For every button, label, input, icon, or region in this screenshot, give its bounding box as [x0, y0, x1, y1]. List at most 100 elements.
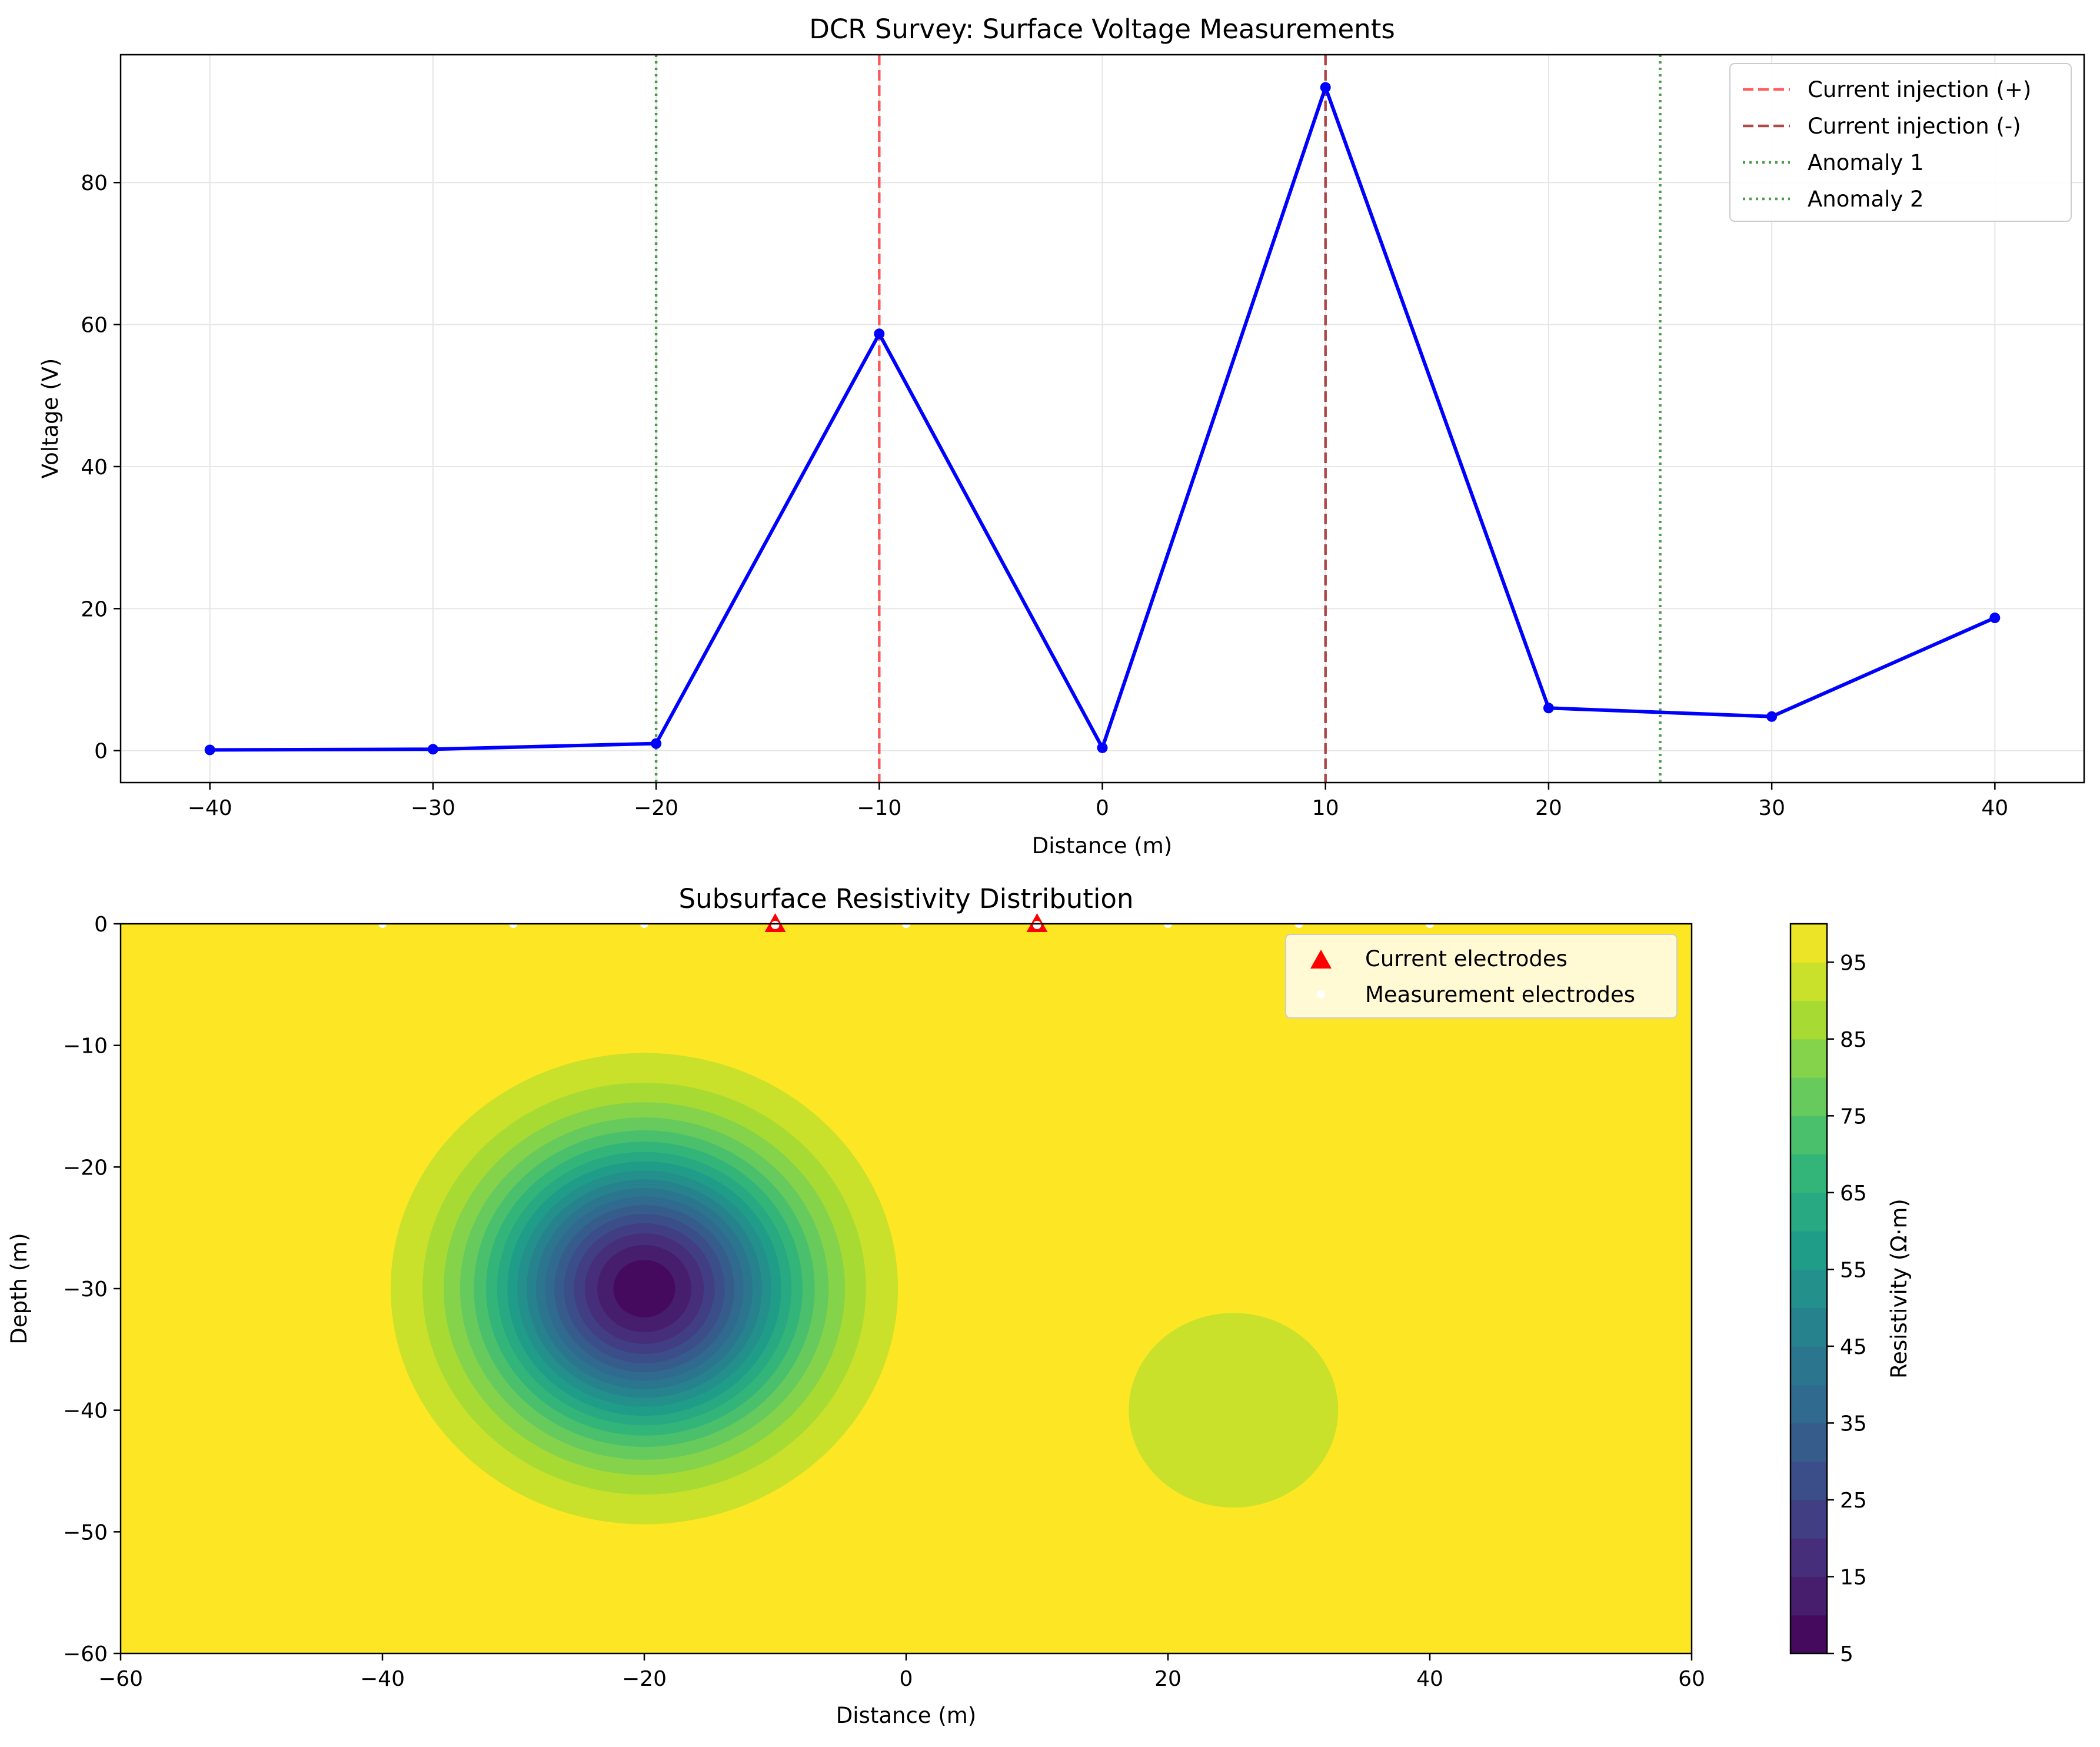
colorbar-tick-label: 55 — [1840, 1258, 1867, 1282]
contour-band — [1129, 1313, 1339, 1508]
voltage-point — [1543, 703, 1554, 714]
contour-band — [613, 1260, 675, 1317]
voltage-point — [651, 738, 662, 749]
x-tick-label: 40 — [1416, 1667, 1443, 1691]
colorbar-band — [1791, 1269, 1827, 1309]
y-tick-label: −60 — [63, 1642, 108, 1666]
colorbar-band — [1791, 1423, 1827, 1462]
x-tick-label: −40 — [360, 1667, 405, 1691]
x-tick-label: 30 — [1758, 796, 1785, 820]
legend-current-electrode-icon — [1310, 950, 1332, 969]
voltage-point — [1097, 742, 1108, 753]
resistivity-contours — [390, 1053, 1339, 1525]
y-tick-label: 0 — [94, 740, 108, 764]
colorbar-tick-label: 25 — [1840, 1489, 1867, 1513]
resistivity-plot-background — [121, 924, 1692, 1653]
x-tick-label: −30 — [411, 796, 455, 820]
y-tick-label: −40 — [63, 1399, 108, 1423]
x-tick-label: −20 — [634, 796, 678, 820]
colorbar-band — [1791, 1385, 1827, 1424]
voltage-y-ticks: 0 20 40 60 80 — [81, 171, 121, 764]
voltage-point — [1989, 613, 2001, 624]
colorbar-tick-label: 65 — [1840, 1182, 1867, 1206]
resistivity-x-ticks: −60 −40 −20 0 20 40 60 — [98, 1653, 1705, 1691]
x-tick-label: −60 — [98, 1667, 143, 1691]
colorbar-band — [1791, 1077, 1827, 1116]
voltage-point — [427, 744, 438, 755]
legend-entry-label: Current injection (+) — [1808, 77, 2031, 102]
colorbar-tick-label: 35 — [1840, 1412, 1867, 1436]
colorbar-band — [1791, 924, 1827, 963]
electrode-legend: Current electrodes Measurement electrodes — [1285, 934, 1678, 1019]
colorbar-band — [1791, 1154, 1827, 1193]
y-tick-label: 80 — [81, 171, 108, 195]
colorbar-band — [1791, 1615, 1827, 1654]
x-tick-label: 60 — [1678, 1667, 1705, 1691]
colorbar-tick-label: 75 — [1840, 1104, 1867, 1129]
colorbar-frame — [1789, 923, 1828, 1655]
legend-entry-label: Current electrodes — [1365, 946, 1567, 971]
x-tick-label: −40 — [188, 796, 232, 820]
voltage-chart: DCR Survey: Surface Voltage Measurements… — [38, 14, 2085, 858]
x-tick-label: 20 — [1154, 1667, 1182, 1691]
colorbar-band — [1791, 1461, 1827, 1500]
legend-measurement-electrode-icon — [1317, 990, 1325, 999]
x-tick-label: −10 — [857, 796, 901, 820]
current-electrode-dot — [771, 921, 780, 929]
x-tick-label: 10 — [1312, 796, 1339, 820]
voltage-marker-lines — [654, 55, 1662, 783]
resistivity-y-axis-label: Depth (m) — [6, 1233, 32, 1344]
y-tick-label: −30 — [63, 1277, 108, 1302]
voltage-point — [1766, 711, 1778, 722]
colorbar-band — [1791, 962, 1827, 1001]
voltage-point — [204, 744, 215, 756]
current-electrode-dot — [1033, 921, 1041, 929]
y-tick-label: 60 — [81, 314, 108, 338]
resistivity-chart-title: Subsurface Resistivity Distribution — [679, 883, 1134, 914]
y-tick-label: 40 — [81, 455, 108, 480]
voltage-x-axis-label: Distance (m) — [1032, 833, 1172, 858]
voltage-y-axis-label: Voltage (V) — [38, 358, 63, 479]
x-tick-label: 0 — [1096, 796, 1109, 820]
voltage-chart-title: DCR Survey: Surface Voltage Measurements — [809, 14, 1395, 45]
legend-entry-label: Anomaly 1 — [1808, 150, 1924, 175]
voltage-legend: Current injection (+) Current injection (… — [1729, 63, 2072, 222]
x-tick-label: 0 — [900, 1667, 913, 1691]
colorbar-band — [1791, 1039, 1827, 1078]
y-tick-label: 0 — [94, 913, 108, 937]
colorbar-band — [1791, 1000, 1827, 1040]
y-tick-label: −20 — [63, 1156, 108, 1180]
legend-entry-label: Measurement electrodes — [1365, 982, 1635, 1007]
colorbar-band — [1791, 1192, 1827, 1232]
legend-entry-label: Current injection (-) — [1808, 114, 2021, 139]
voltage-series — [204, 82, 2001, 756]
y-tick-label: −10 — [63, 1034, 108, 1059]
colorbar-label: Resistivity (Ω·m) — [1886, 1199, 1912, 1379]
x-tick-label: −20 — [622, 1667, 667, 1691]
y-tick-label: −50 — [63, 1520, 108, 1545]
legend-entry-label: Anomaly 2 — [1808, 187, 1924, 212]
colorbar-tick-label: 15 — [1840, 1565, 1867, 1589]
colorbar-band — [1791, 1231, 1827, 1270]
voltage-point — [874, 328, 885, 340]
colorbar-band — [1791, 1346, 1827, 1385]
colorbar-tick-label: 5 — [1840, 1642, 1853, 1666]
colorbar-band — [1791, 1116, 1827, 1155]
voltage-legend-box — [1729, 63, 2072, 222]
x-tick-label: 40 — [1981, 796, 2008, 820]
electrode-markers — [378, 913, 1434, 932]
resistivity-y-ticks: 0 −10 −20 −30 −40 −50 −60 — [63, 913, 121, 1666]
colorbar-band — [1791, 1538, 1827, 1578]
resistivity-chart: Subsurface Resistivity Distribution −60−… — [6, 883, 1912, 1728]
resistivity-colorbar: 5 15 25 35 45 55 65 75 85 95 — [1789, 923, 1867, 1666]
colorbar-band — [1791, 1576, 1827, 1616]
electrode-legend-box — [1285, 934, 1678, 1019]
colorbar-tick-label: 85 — [1840, 1028, 1867, 1052]
voltage-x-ticks: −40 −30 −20 −10 0 10 20 30 40 — [188, 783, 2008, 820]
x-tick-label: 20 — [1535, 796, 1562, 820]
colorbar-band — [1791, 1307, 1827, 1347]
resistivity-x-axis-label: Distance (m) — [836, 1703, 976, 1728]
colorbar-tick-label: 45 — [1840, 1335, 1867, 1359]
voltage-point — [1320, 82, 1331, 93]
